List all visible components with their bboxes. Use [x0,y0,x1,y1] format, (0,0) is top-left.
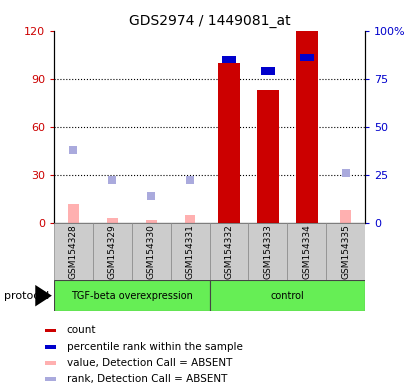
Bar [210,280,365,311]
Bar [45,329,56,333]
Text: GSM154334: GSM154334 [303,224,311,279]
Text: count: count [66,326,96,336]
Text: TGF-beta overexpression: TGF-beta overexpression [71,291,193,301]
Text: protocol: protocol [4,291,49,301]
Bar [68,204,79,223]
Bar [54,280,210,311]
Bar [45,377,56,381]
Text: GSM154331: GSM154331 [186,224,195,279]
Bar [296,31,317,223]
Bar [45,361,56,365]
Bar [218,63,240,223]
Bar [287,223,326,280]
Text: GSM154335: GSM154335 [341,224,350,279]
Text: GSM154328: GSM154328 [69,224,78,279]
Bar [340,210,351,223]
Bar [326,223,365,280]
Bar [249,223,287,280]
Bar [261,68,275,74]
Bar [210,223,249,280]
Bar [93,223,132,280]
Bar [132,223,171,280]
Bar [185,215,195,223]
Bar [54,223,93,280]
Text: GSM154330: GSM154330 [147,224,156,279]
Bar [45,345,56,349]
Text: rank, Detection Call = ABSENT: rank, Detection Call = ABSENT [66,374,227,384]
Bar [222,56,236,63]
Text: GSM154333: GSM154333 [264,224,272,279]
Bar [107,218,118,223]
Text: GSM154329: GSM154329 [108,224,117,279]
Bar [171,223,210,280]
Polygon shape [35,285,52,306]
Bar [257,90,278,223]
Text: percentile rank within the sample: percentile rank within the sample [66,342,242,352]
Text: control: control [271,291,304,301]
Bar [300,54,314,61]
Title: GDS2974 / 1449081_at: GDS2974 / 1449081_at [129,14,290,28]
Text: value, Detection Call = ABSENT: value, Detection Call = ABSENT [66,358,232,368]
Text: GSM154332: GSM154332 [225,224,234,279]
Bar [146,220,156,223]
